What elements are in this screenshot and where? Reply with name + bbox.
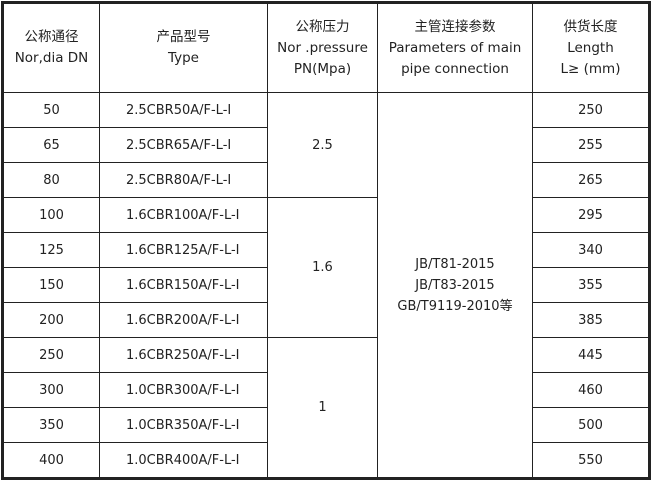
connection-standard: JB/T81-2015 [415,256,495,272]
table-row: 65 2.5CBR65A/F-L-I 255 [2,127,650,163]
pressure-cell: 2.5 [267,92,378,198]
column-header: 供货长度 Length L≥ (mm) [532,2,650,93]
table-row: 125 1.6CBR125A/F-L-I 340 [2,232,650,268]
header-line: Type [167,50,199,66]
length-cell: 385 [532,302,650,338]
type-cell: 2.5CBR50A/F-L-I [99,92,268,128]
column-header: 公称压力 Nor .pressure PN(Mpa) [267,2,378,93]
type-cell: 1.0CBR400A/F-L-I [99,442,268,479]
column-header: 公称通径 Nor,dia DN [2,2,100,93]
length-cell: 340 [532,232,650,268]
dn-cell: 300 [2,372,100,408]
type-cell: 1.6CBR200A/F-L-I [99,302,268,338]
length-cell: 250 [532,92,650,128]
column-header: 产品型号 Type [99,2,268,93]
pressure-cell: 1 [267,337,378,479]
table-row: 350 1.0CBR350A/F-L-I 500 [2,407,650,443]
header-line: pipe connection [401,60,509,77]
length-cell: 255 [532,127,650,163]
dn-cell: 350 [2,407,100,443]
column-header: 主管连接参数 Parameters of main pipe connection [377,2,533,93]
dn-cell: 400 [2,442,100,479]
type-cell: 1.0CBR350A/F-L-I [99,407,268,443]
dn-cell: 80 [2,162,100,198]
connection-cell: JB/T81-2015 JB/T83-2015 GB/T9119-2010等 [377,92,533,479]
table-row: 50 2.5CBR50A/F-L-I 2.5 JB/T81-2015 JB/T83-20… [2,92,650,479]
dn-cell: 50 [2,92,100,128]
type-cell: 2.5CBR80A/F-L-I [99,162,268,198]
length-cell: 355 [532,267,650,303]
connection-standard: GB/T9119-2010等 [397,298,513,314]
header-line: L≥ (mm) [560,60,621,77]
dn-cell: 100 [2,197,100,233]
length-cell: 265 [532,162,650,198]
header-line: Nor .pressure [277,39,368,56]
header-line: 公称通径 [24,29,79,45]
header-line: Nor,dia DN [14,50,89,66]
connection-standard: JB/T83-2015 [415,277,495,293]
header-line: Length [567,39,614,56]
pressure-cell: 1.6 [267,197,378,338]
table-row: 80 2.5CBR80A/F-L-I 265 [2,162,650,198]
length-cell: 445 [532,337,650,373]
type-cell: 1.6CBR125A/F-L-I [99,232,268,268]
length-cell: 500 [532,407,650,443]
dn-cell: 125 [2,232,100,268]
header-row: 公称通径 Nor,dia DN 产品型号 Type 公称压力 Nor .pressure P… [2,2,650,93]
type-cell: 1.6CBR150A/F-L-I [99,267,268,303]
header-line: Parameters of main [388,39,522,56]
length-cell: 295 [532,197,650,233]
type-cell: 2.5CBR65A/F-L-I [99,127,268,163]
type-cell: 1.6CBR100A/F-L-I [99,197,268,233]
table-row: 200 1.6CBR200A/F-L-I 385 [2,302,650,338]
header-line: 公称压力 [295,18,350,35]
table-row: 300 1.0CBR300A/F-L-I 460 [2,372,650,408]
type-cell: 1.0CBR300A/F-L-I [99,372,268,408]
dn-cell: 250 [2,337,100,373]
type-cell: 1.6CBR250A/F-L-I [99,337,268,373]
header-line: 主管连接参数 [414,18,496,35]
table-row: 400 1.0CBR400A/F-L-I 550 [2,442,650,479]
header-line: 供货长度 [563,18,618,35]
table-row: 100 1.6CBR100A/F-L-I 1.6 295 [2,197,650,338]
dn-cell: 200 [2,302,100,338]
dn-cell: 150 [2,267,100,303]
table-row: 150 1.6CBR150A/F-L-I 355 [2,267,650,303]
header-line: 产品型号 [156,29,211,45]
table-row: 250 1.6CBR250A/F-L-I 1 445 [2,337,650,479]
header-line: PN(Mpa) [293,60,352,77]
dn-cell: 65 [2,127,100,163]
length-cell: 550 [532,442,650,479]
length-cell: 460 [532,372,650,408]
